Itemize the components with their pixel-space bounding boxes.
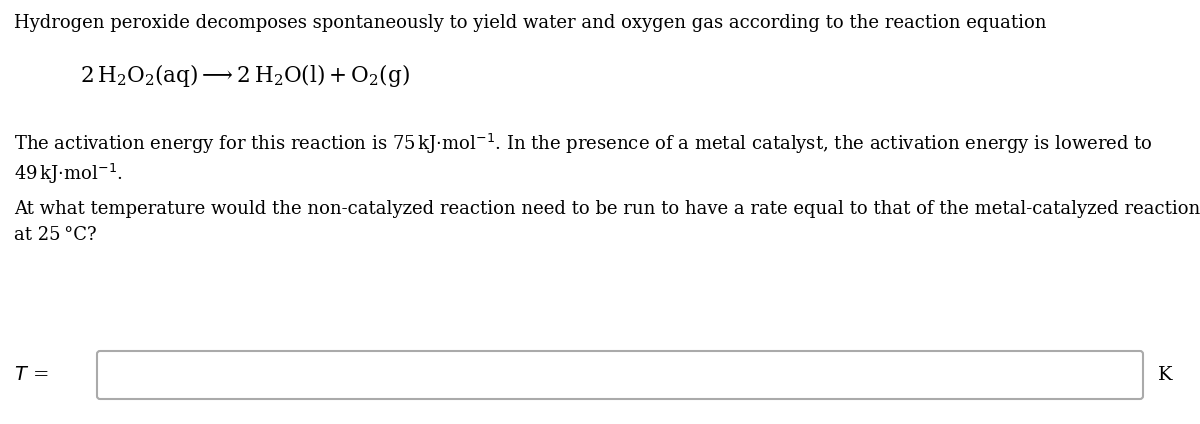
FancyBboxPatch shape [97,351,1142,399]
Text: $T$ =: $T$ = [14,366,48,384]
Text: $\mathregular{2\,H_2O_2(aq) \longrightarrow 2\,H_2O(l) + O_2(g)}$: $\mathregular{2\,H_2O_2(aq) \longrightar… [80,62,409,89]
Text: At what temperature would the non-catalyzed reaction need to be run to have a ra: At what temperature would the non-cataly… [14,200,1200,218]
Text: Hydrogen peroxide decomposes spontaneously to yield water and oxygen gas accordi: Hydrogen peroxide decomposes spontaneous… [14,14,1046,32]
Text: K: K [1158,366,1172,384]
Text: The activation energy for this reaction is 75$\,$kJ$\cdot$mol$^{-1}$. In the pre: The activation energy for this reaction … [14,132,1153,156]
Text: 49$\,$kJ$\cdot$mol$^{-1}$.: 49$\,$kJ$\cdot$mol$^{-1}$. [14,162,122,186]
Text: at 25 °C?: at 25 °C? [14,226,97,244]
